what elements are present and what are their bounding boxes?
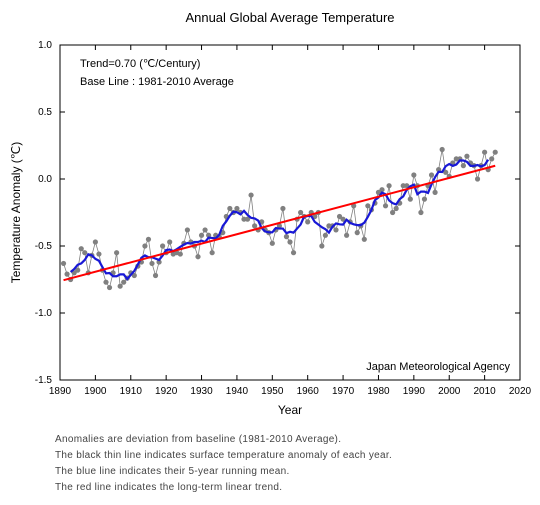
annual-marker — [429, 172, 434, 177]
annual-marker — [408, 197, 413, 202]
annual-marker — [305, 219, 310, 224]
x-axis-label: Year — [278, 403, 302, 417]
caption-line-1: Anomalies are deviation from baseline (1… — [55, 434, 341, 445]
annual-marker — [234, 206, 239, 211]
annual-marker — [93, 239, 98, 244]
annual-marker — [432, 190, 437, 195]
annual-marker — [64, 272, 69, 277]
annual-marker — [227, 206, 232, 211]
annual-marker — [153, 273, 158, 278]
svg-text:1.0: 1.0 — [38, 40, 52, 51]
annual-marker — [464, 154, 469, 159]
annual-marker — [440, 147, 445, 152]
trend-line — [64, 166, 496, 280]
svg-text:0.5: 0.5 — [38, 107, 52, 118]
annual-marker — [475, 176, 480, 181]
annual-marker — [489, 156, 494, 161]
annual-marker — [61, 261, 66, 266]
annual-marker — [146, 237, 151, 242]
annual-marker — [167, 239, 172, 244]
annual-marker — [178, 251, 183, 256]
svg-text:2000: 2000 — [438, 386, 461, 397]
annual-marker — [493, 150, 498, 155]
annual-marker — [355, 230, 360, 235]
annual-marker — [411, 172, 416, 177]
annual-marker — [386, 183, 391, 188]
annual-marker — [118, 284, 123, 289]
annual-marker — [82, 250, 87, 255]
annual-marker — [298, 210, 303, 215]
annual-marker — [394, 206, 399, 211]
annual-marker — [248, 192, 253, 197]
caption-line-2: The black thin line indicates surface te… — [55, 450, 392, 461]
annual-marker — [96, 251, 101, 256]
annual-marker — [121, 280, 126, 285]
svg-text:-0.5: -0.5 — [35, 241, 53, 252]
annual-marker — [287, 239, 292, 244]
annual-marker — [323, 233, 328, 238]
chart-title: Annual Global Average Temperature — [185, 10, 394, 25]
svg-text:-1.0: -1.0 — [35, 308, 53, 319]
annual-marker — [418, 210, 423, 215]
svg-text:1900: 1900 — [84, 386, 107, 397]
svg-text:-1.5: -1.5 — [35, 375, 53, 386]
annual-marker — [202, 227, 207, 232]
annual-marker — [422, 197, 427, 202]
annual-marker — [291, 250, 296, 255]
svg-text:1890: 1890 — [49, 386, 72, 397]
annual-marker — [160, 243, 165, 248]
svg-text:1950: 1950 — [261, 386, 284, 397]
annual-marker — [195, 254, 200, 259]
annual-marker — [284, 234, 289, 239]
y-axis-label: Temperature Anomaly (℃) — [9, 142, 23, 284]
annual-marker — [252, 223, 257, 228]
annual-marker — [383, 203, 388, 208]
annual-marker — [461, 163, 466, 168]
svg-text:1940: 1940 — [226, 386, 249, 397]
annual-marker — [149, 261, 154, 266]
annual-marker — [79, 246, 84, 251]
temperature-anomaly-chart: 1890 1900 1910 1920 1930 1940 1950 1960 1970 1980… — [0, 0, 540, 430]
caption-line-4: The red line indicates the long-term lin… — [55, 482, 282, 493]
annual-marker — [362, 237, 367, 242]
svg-text:2020: 2020 — [509, 386, 532, 397]
credit-label: Japan Meteorological Agency — [366, 361, 510, 373]
annual-marker — [333, 227, 338, 232]
annual-marker — [210, 250, 215, 255]
annual-marker — [185, 227, 190, 232]
annual-marker — [114, 250, 119, 255]
caption-line-3: The blue line indicates their 5-year run… — [55, 466, 290, 477]
annual-marker — [199, 233, 204, 238]
annual-marker — [103, 280, 108, 285]
svg-text:1930: 1930 — [190, 386, 213, 397]
annual-marker — [280, 206, 285, 211]
annual-marker — [482, 150, 487, 155]
annual-marker — [344, 233, 349, 238]
svg-text:2010: 2010 — [473, 386, 496, 397]
annual-marker — [270, 241, 275, 246]
annual-series-line — [64, 150, 496, 288]
svg-text:1970: 1970 — [332, 386, 355, 397]
trend-annotation: Trend=0.70 (℃/Century) — [80, 58, 200, 70]
baseline-annotation: Base Line : 1981-2010 Average — [80, 76, 234, 88]
svg-text:1980: 1980 — [367, 386, 390, 397]
annual-marker — [365, 203, 370, 208]
svg-text:1910: 1910 — [120, 386, 143, 397]
annual-marker — [319, 243, 324, 248]
svg-text:1960: 1960 — [297, 386, 320, 397]
svg-text:1990: 1990 — [403, 386, 426, 397]
annual-marker — [107, 285, 112, 290]
svg-text:0.0: 0.0 — [38, 174, 52, 185]
annual-marker — [390, 210, 395, 215]
annual-marker — [142, 243, 147, 248]
svg-text:1920: 1920 — [155, 386, 178, 397]
